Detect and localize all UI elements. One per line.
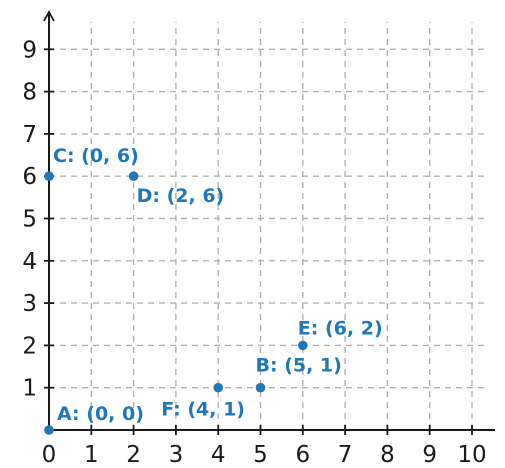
- point-labels: A: (0, 0) B: (5, 1) C: (0, 6) D: (2, 6) E: (…: [53, 145, 383, 425]
- x-tick-label-6: 6: [295, 442, 310, 468]
- x-tick-label-5: 5: [253, 442, 268, 468]
- point-A: [44, 425, 54, 435]
- point-B: [255, 382, 266, 393]
- point-label-D: D: (2, 6): [137, 185, 225, 207]
- x-tick-label-8: 8: [380, 442, 395, 468]
- y-tick-labels: 1 2 3 4 5 6 7 8 9: [22, 37, 37, 401]
- x-tick-label-0: 0: [42, 442, 57, 468]
- y-tick-label-3: 3: [22, 291, 37, 317]
- y-tick-label-7: 7: [22, 122, 37, 148]
- y-tick-label-8: 8: [22, 80, 37, 106]
- x-tick-label-10: 10: [457, 442, 486, 468]
- point-label-A: A: (0, 0): [57, 403, 144, 425]
- x-tick-labels: 0 1 2 3 4 5 6 7 8 9 10: [42, 442, 487, 468]
- grid: [49, 22, 489, 430]
- y-tick-label-9: 9: [22, 37, 37, 63]
- point-label-C: C: (0, 6): [53, 145, 139, 167]
- axes: [43, 10, 495, 435]
- y-tick-label-4: 4: [22, 249, 37, 275]
- point-label-F: F: (4, 1): [161, 399, 245, 421]
- point-E: [298, 340, 308, 351]
- point-D: [128, 171, 139, 181]
- x-tick-label-9: 9: [422, 442, 437, 468]
- x-tick-label-4: 4: [211, 442, 226, 468]
- point-C: [44, 171, 54, 181]
- point-label-B: B: (5, 1): [256, 355, 342, 377]
- x-tick-label-2: 2: [126, 442, 141, 468]
- y-tick-label-1: 1: [22, 376, 37, 402]
- y-tick-label-6: 6: [22, 164, 37, 190]
- x-tick-label-1: 1: [84, 442, 99, 468]
- x-tick-label-3: 3: [169, 442, 184, 468]
- y-axis-arrow: [43, 10, 55, 22]
- y-tick-label-2: 2: [22, 333, 37, 359]
- y-tick-label-5: 5: [22, 207, 37, 233]
- point-F: [213, 382, 223, 393]
- x-tick-label-7: 7: [338, 442, 353, 468]
- point-label-E: E: (6, 2): [298, 317, 383, 339]
- data-points: [44, 171, 308, 435]
